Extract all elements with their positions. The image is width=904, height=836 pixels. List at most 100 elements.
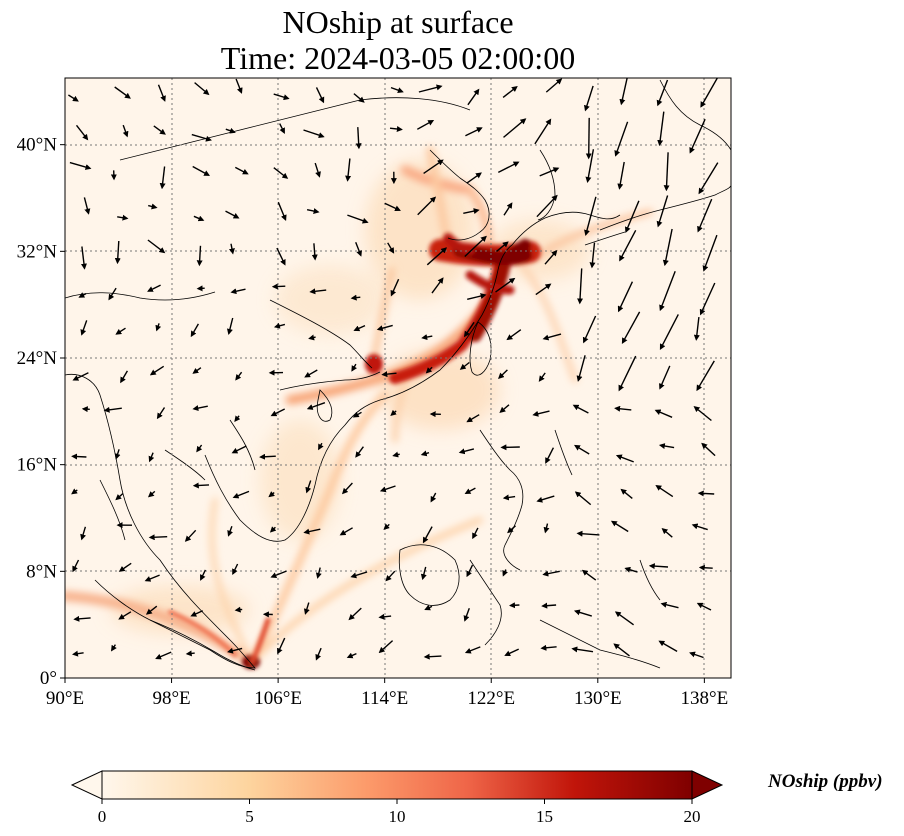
wind-arrow bbox=[507, 525, 516, 534]
wind-arrow bbox=[378, 640, 394, 654]
wind-arrow bbox=[506, 329, 522, 341]
wind-arrow bbox=[277, 637, 286, 655]
wind-arrow bbox=[227, 525, 233, 537]
wind-arrow bbox=[503, 118, 527, 138]
wind-arrow bbox=[72, 650, 84, 657]
wind-arrow bbox=[159, 166, 166, 190]
wind-arrow bbox=[234, 166, 249, 175]
lat-tick-label: 32°N bbox=[17, 241, 58, 262]
wind-arrow bbox=[83, 197, 91, 215]
wind-arrow bbox=[464, 646, 481, 654]
wind-arrow bbox=[184, 529, 197, 542]
wind-arrow bbox=[385, 570, 396, 582]
wind-arrow bbox=[696, 360, 715, 392]
wind-arrow bbox=[390, 278, 400, 297]
wind-arrow bbox=[311, 243, 318, 261]
wind-arrow bbox=[355, 446, 364, 458]
wind-arrow bbox=[538, 372, 546, 382]
wind-arrow bbox=[509, 602, 520, 609]
wind-arrow bbox=[545, 78, 563, 93]
wind-arrow bbox=[463, 208, 480, 215]
wind-arrow bbox=[235, 371, 243, 381]
wind-arrow bbox=[424, 604, 433, 611]
wind-arrow bbox=[355, 127, 362, 150]
wind-arrow bbox=[339, 527, 353, 536]
wind-arrow bbox=[234, 606, 243, 613]
wind-arrow bbox=[305, 480, 312, 494]
wind-arrow bbox=[498, 369, 508, 379]
wind-arrow bbox=[192, 482, 210, 489]
wind-arrow bbox=[225, 127, 236, 134]
wind-arrow bbox=[270, 570, 287, 579]
wind-arrow bbox=[659, 365, 671, 390]
wind-arrow bbox=[466, 172, 482, 184]
wind-arrow bbox=[581, 569, 597, 581]
wind-arrow bbox=[387, 242, 395, 254]
wind-arrow bbox=[656, 195, 669, 228]
wind-arrow bbox=[585, 149, 595, 183]
wind-arrow bbox=[194, 82, 210, 96]
wind-arrow bbox=[192, 165, 211, 176]
wind-arrow bbox=[350, 571, 368, 579]
wind-arrow bbox=[392, 451, 400, 458]
wind-arrow bbox=[381, 371, 397, 378]
wind-arrow bbox=[351, 363, 357, 372]
lat-tick-label: 16°N bbox=[17, 455, 58, 476]
lat-tick-label: 24°N bbox=[17, 348, 58, 369]
lat-tick-label: 0° bbox=[40, 668, 57, 689]
colorbar-label: NOship (ppbv) bbox=[768, 771, 883, 792]
wind-arrow bbox=[544, 249, 558, 265]
wind-arrow bbox=[315, 567, 322, 579]
wind-arrow bbox=[389, 126, 403, 132]
colorbar-tick-label: 0 bbox=[98, 807, 107, 826]
colorbar-tick-label: 5 bbox=[245, 807, 254, 826]
wind-arrow bbox=[353, 93, 365, 103]
wind-arrow bbox=[148, 452, 155, 463]
wind-arrow bbox=[618, 355, 637, 392]
wind-arrow bbox=[534, 118, 552, 145]
wind-arrow bbox=[306, 402, 326, 410]
wind-arrow bbox=[379, 485, 396, 493]
colorbar-extend-max bbox=[691, 770, 724, 800]
wind-arrow bbox=[466, 564, 474, 578]
wind-arrow bbox=[390, 409, 397, 416]
wind-arrow bbox=[276, 247, 286, 266]
wind-arrow bbox=[698, 564, 713, 571]
wind-arrow bbox=[573, 609, 593, 617]
wind-arrow bbox=[576, 530, 600, 537]
wind-arrow bbox=[620, 488, 633, 499]
wind-arrow bbox=[699, 282, 716, 316]
wind-arrow bbox=[228, 243, 235, 255]
wind-arrow bbox=[259, 453, 276, 460]
wind-arrow bbox=[571, 646, 594, 653]
wind-arrow bbox=[71, 488, 78, 495]
wind-arrow bbox=[502, 569, 508, 577]
wind-arrow bbox=[303, 528, 321, 535]
wind-arrow bbox=[574, 491, 592, 506]
wind-arrow bbox=[660, 601, 679, 609]
wind-arrow bbox=[423, 159, 444, 174]
wind-arrow bbox=[574, 444, 590, 455]
wind-arrow bbox=[155, 323, 162, 332]
wind-arrow bbox=[689, 651, 704, 659]
wind-arrow bbox=[273, 322, 286, 329]
wind-arrow bbox=[75, 124, 89, 141]
lon-tick-label: 114°E bbox=[361, 688, 408, 709]
wind-arrow bbox=[114, 86, 131, 99]
wind-arrow bbox=[190, 323, 200, 338]
wind-arrow bbox=[465, 127, 483, 137]
wind-arrow bbox=[696, 602, 712, 611]
wind-arrow bbox=[654, 409, 673, 418]
wind-arrow bbox=[273, 93, 290, 101]
map-title-line2: Time: 2024-03-05 02:00:00 bbox=[220, 40, 576, 76]
wind-arrow bbox=[232, 563, 239, 576]
longitude-axis: 90°E 98°E 106°E 114°E 122°E 130°E 138°E bbox=[46, 678, 728, 709]
wind-arrow bbox=[545, 447, 555, 464]
wind-arrow bbox=[148, 203, 158, 210]
wind-arrow bbox=[145, 605, 158, 615]
wind-arrow bbox=[495, 277, 516, 293]
lon-tick-label: 138°E bbox=[681, 688, 729, 709]
wind-arrow bbox=[226, 317, 234, 335]
wind-arrow bbox=[273, 167, 289, 179]
